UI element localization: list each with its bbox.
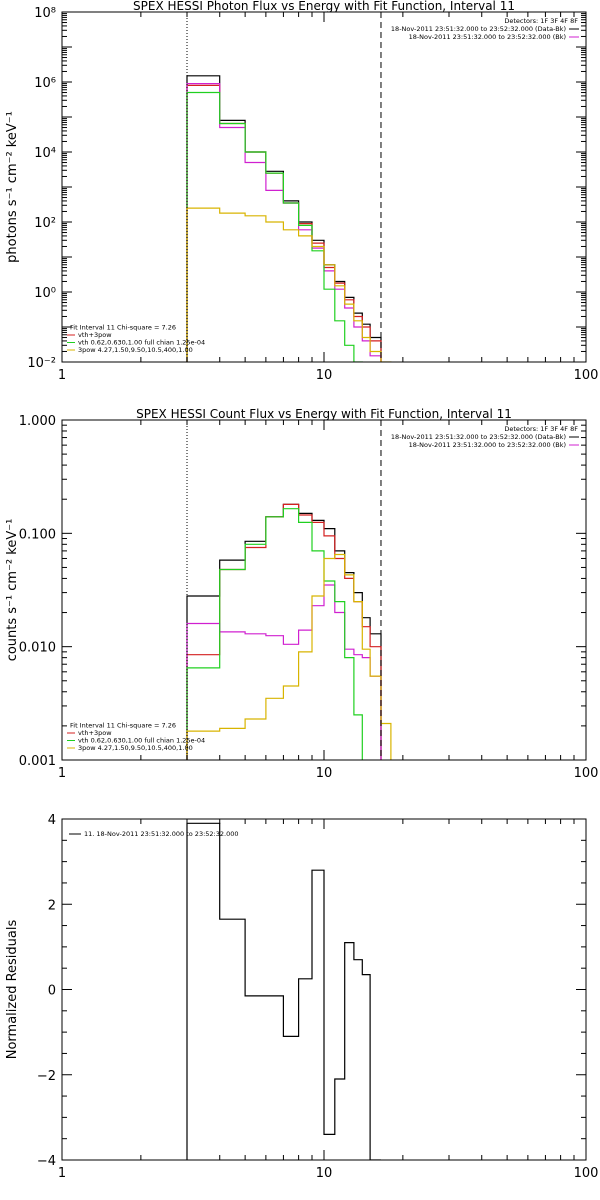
series-5-step-line xyxy=(186,207,404,362)
plot-frame xyxy=(61,11,587,363)
x-tick-label: 10 xyxy=(316,766,333,781)
x-tick-label: 1 xyxy=(58,368,66,383)
x-tick-label: 100 xyxy=(574,1166,599,1181)
x-tick-label: 100 xyxy=(574,766,599,781)
panel-3: Normalized Residuals 1 10 100 −4 −2 0 2 4 11. 18-… xyxy=(5,813,598,1181)
legend-entry-text: 3pow 4.27,1.50,9.50,10.5,400,1.00 xyxy=(78,744,193,752)
y-tick-label: −4 xyxy=(37,1154,56,1169)
series-group xyxy=(186,75,404,362)
y-tick-label: 10⁰ xyxy=(34,286,56,301)
y-tick-label: 1.000 xyxy=(19,414,56,429)
y-tick-label: −2 xyxy=(37,1069,56,1084)
y-tick-label: 2 xyxy=(48,898,56,913)
y-tick-label: 0 xyxy=(48,984,56,999)
series-5-step-line xyxy=(186,553,392,760)
panel-1: SPEX HESSI Photon Flux vs Energy with Fi… xyxy=(5,0,599,383)
y-tick-label: 0.001 xyxy=(19,754,56,769)
legend-entry-text: 18-Nov-2011 23:51:32.000 to 23:52:32.000… xyxy=(409,441,566,449)
x-tick-label: 10 xyxy=(316,1166,333,1181)
series-1-step-line xyxy=(186,503,392,760)
x-tick-label: 100 xyxy=(574,368,599,383)
legend-entry-text: vth 0.62,0.630,1.00 full chian 1.25e-04 xyxy=(78,737,205,745)
series-3-step-line xyxy=(186,584,392,760)
chart-title: SPEX HESSI Count Flux vs Energy with Fit… xyxy=(136,407,512,421)
legend-entry-text: vth+3pow xyxy=(78,331,112,339)
legend-entry-text: Fit Interval 11 Chi-square = 7.26 xyxy=(70,324,176,332)
legend-entry-text: 11. 18-Nov-2011 23:51:32.000 to 23:52:32… xyxy=(84,830,238,838)
chart-title: SPEX HESSI Photon Flux vs Energy with Fi… xyxy=(133,0,515,13)
y-axis-label: Normalized Residuals xyxy=(5,920,20,1060)
legend-entry-text: 18-Nov-2011 23:51:32.000 to 23:52:32.000… xyxy=(391,433,566,441)
x-tick-label: 1 xyxy=(58,1166,66,1181)
y-axis-label: photons s⁻¹ cm⁻² keV⁻¹ xyxy=(5,111,20,263)
x-tick-label: 10 xyxy=(316,368,333,383)
legend-entry-text: Detectors: 1F 3F 4F 8F xyxy=(504,425,578,433)
series-2-step-line xyxy=(186,503,392,760)
y-tick-label: 10² xyxy=(34,216,56,231)
y-tick-label: 10⁶ xyxy=(34,76,56,91)
series-1-step-line xyxy=(186,822,381,1160)
legend-entry-text: Detectors: 1F 3F 4F 8F xyxy=(504,17,578,25)
y-tick-label: 10⁻² xyxy=(27,356,56,371)
y-tick-label: 4 xyxy=(48,813,56,828)
legend-entry-text: 18-Nov-2011 23:51:32.000 to 23:52:32.000… xyxy=(409,33,566,41)
series-4-step-line xyxy=(186,508,392,760)
legend-entry-text: 3pow 4.27,1.50,9.50,10.5,400,1.00 xyxy=(78,346,193,354)
y-tick-label: 0.010 xyxy=(19,641,56,656)
legend-entry-text: 18-Nov-2011 23:51:32.000 to 23:52:32.000… xyxy=(391,25,566,33)
y-tick-label: 10⁴ xyxy=(34,146,56,161)
legend-entry-text: vth+3pow xyxy=(78,729,112,737)
legend-entry-text: Fit Interval 11 Chi-square = 7.26 xyxy=(70,722,176,730)
x-tick-label: 1 xyxy=(58,766,66,781)
y-tick-label: 10⁸ xyxy=(34,6,56,21)
legend-entry-text: vth 0.62,0.630,1.00 full chian 1.25e-04 xyxy=(78,339,205,347)
y-tick-label: 0.100 xyxy=(19,527,56,542)
panel-2: SPEX HESSI Count Flux vs Energy with Fit… xyxy=(5,407,599,781)
y-axis-label: counts s⁻¹ cm⁻² keV⁻¹ xyxy=(5,519,20,662)
series-group xyxy=(186,822,381,1160)
series-group xyxy=(186,503,392,760)
